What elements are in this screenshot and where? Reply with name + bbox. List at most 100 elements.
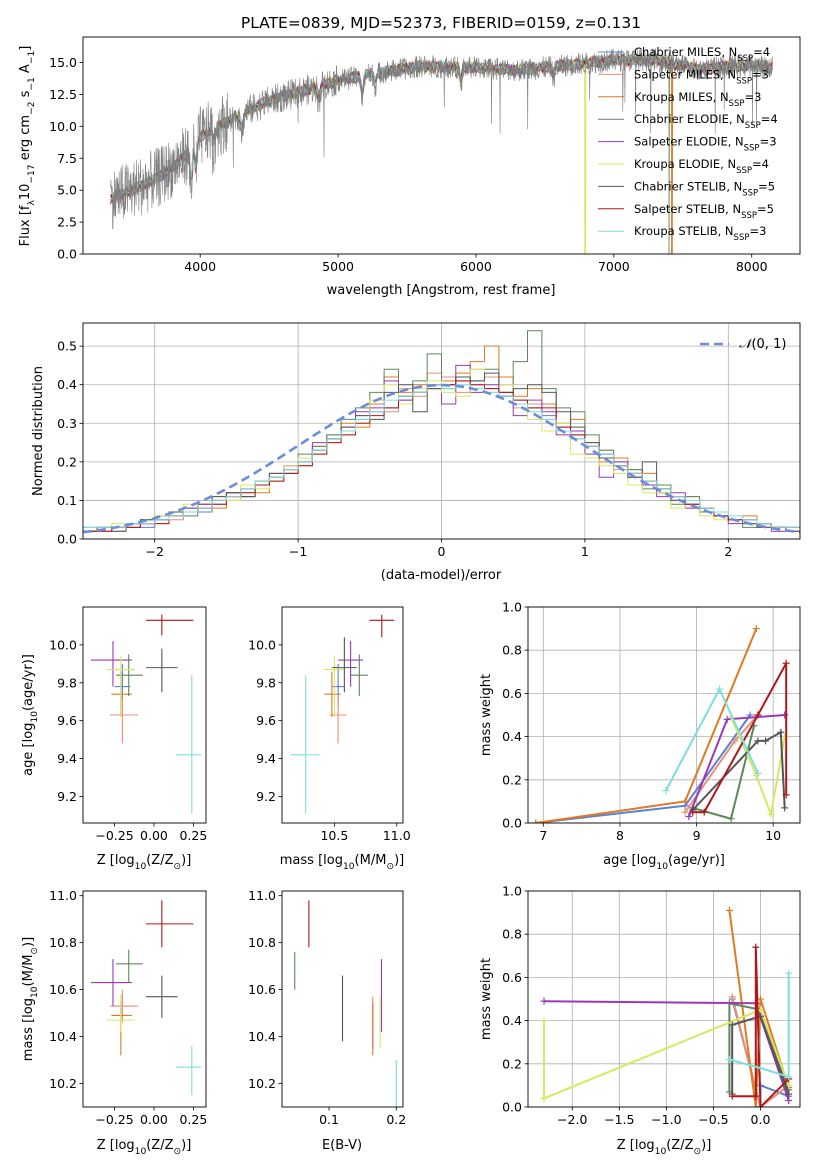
weight-marker — [785, 1097, 793, 1105]
legend-entry-text: Salpeter MILES, N — [634, 67, 736, 81]
observed-spectrum-line — [110, 48, 773, 230]
y-tick-label: 0.0 — [502, 1100, 522, 1115]
error-bar-point — [109, 989, 139, 1023]
weight-z-x-axis-label-part: )] — [701, 1138, 711, 1153]
mass-vs-Z-plot-area — [83, 891, 206, 1107]
weight-z-x-axis-label: Z [log10(Z/Z⊙)] — [617, 1138, 712, 1157]
mass-z-y-axis-label-part: (M/M — [21, 955, 36, 987]
weight-marker — [756, 1103, 764, 1107]
weight-marker — [728, 1092, 736, 1100]
y-tick-label: 0.2 — [502, 1056, 522, 1071]
gaussian-legend-part: (0, 1) — [751, 337, 786, 352]
y-tick-label: 0.0 — [502, 816, 522, 831]
weight-marker — [532, 819, 540, 823]
y-tick-label: 0.2 — [502, 772, 522, 787]
y-tick-label: 9.2 — [57, 789, 77, 804]
y-tick-label: 1.0 — [502, 884, 522, 899]
age-z-y-axis-label-part: age [log — [21, 723, 36, 776]
mass-z-x-axis-label-part: (Z/Z — [146, 1138, 173, 1153]
spectrum-y-axis-label-part: A — [18, 64, 33, 77]
legend-entry: Chabrier MILES, NSSP=4 — [634, 45, 770, 64]
figure-title: PLATE=0839, MJD=52373, FIBERID=0159, z=0… — [241, 14, 641, 32]
spectrum-y-axis-label-part: −1 — [27, 77, 37, 90]
x-tick-label: −0.25 — [95, 828, 133, 843]
y-tick-label: 0.1 — [57, 493, 77, 508]
error-bar-point — [146, 900, 194, 948]
legend-entry: Kroupa ELODIE, NSSP=4 — [634, 157, 769, 176]
age-vs-Z-axes — [83, 607, 206, 823]
y-tick-label: 10.6 — [49, 982, 77, 997]
legend-entry-tail: =5 — [758, 179, 775, 193]
legend-entry-text: Chabrier ELODIE, N — [634, 112, 745, 126]
y-tick-label: 0.0 — [57, 247, 77, 262]
weight-marker — [781, 804, 789, 812]
y-tick-label: 7.5 — [57, 151, 77, 166]
residual-histogram-ticks: −2 −1 0 1 2 0.0 0.1 0.2 0.3 0.4 0.5 — [57, 339, 732, 559]
legend-entry-tail: =4 — [761, 112, 778, 126]
weight-marker — [754, 769, 762, 777]
legend-entry-sub: SSP — [737, 54, 753, 64]
legend-entry-text: Salpeter ELODIE, N — [634, 135, 744, 149]
age-vs-mass-frame — [281, 606, 404, 824]
x-tick-label: 0.2 — [386, 1112, 406, 1127]
age-vs-Z-plot-area — [83, 607, 206, 823]
x-tick-label: −1.5 — [604, 1112, 634, 1127]
weight-marker — [785, 969, 793, 977]
error-bar-point — [146, 614, 194, 636]
x-tick-label: 0 — [438, 544, 446, 559]
spectrum-frame — [82, 36, 801, 255]
age-z-y-axis-label-part: 10 — [30, 711, 40, 723]
weight-z-x-axis-label-part: Z [log — [617, 1138, 655, 1153]
y-tick-label: 9.4 — [57, 751, 77, 766]
y-tick-label: 10.0 — [49, 119, 77, 134]
weight-age-y-axis-label: mass weight — [479, 674, 494, 756]
weight-marker — [540, 1094, 548, 1102]
y-tick-label: 0.4 — [502, 1013, 522, 1028]
mass-vs-EBV-ticks: 0.1 0.2 10.2 10.4 10.6 10.8 11.0 — [248, 888, 406, 1127]
y-tick-label: 9.4 — [256, 751, 276, 766]
legend-entry-tail: =3 — [760, 135, 777, 149]
y-tick-label: 0.6 — [502, 686, 522, 701]
legend-entry-sub: SSP — [741, 211, 757, 221]
weight-marker — [777, 728, 785, 736]
mass-vs-EBV-points — [294, 900, 397, 1107]
x-tick-label: 5000 — [322, 259, 354, 274]
legend-entry: Chabrier STELIB, NSSP=5 — [634, 179, 775, 198]
x-tick-label: 7 — [539, 828, 547, 843]
legend-entry: Chabrier ELODIE, NSSP=4 — [634, 112, 778, 131]
x-tick-label: −1.0 — [651, 1112, 681, 1127]
legend-entry-text: Kroupa ELODIE, N — [634, 157, 736, 171]
spectrum-y-axis-label-part: −1 — [27, 51, 37, 64]
legend-entry-text: Kroupa MILES, N — [634, 90, 729, 104]
error-bar-point — [116, 949, 143, 983]
age-mass-x-axis-label-part: ⊙ — [386, 862, 394, 872]
y-tick-label: 0.3 — [57, 416, 77, 431]
y-tick-label: 0.2 — [57, 454, 77, 469]
age-z-x-axis-label: Z [log10(Z/Z⊙)] — [97, 853, 192, 872]
weight-marker — [731, 737, 739, 745]
legend-entry-tail: =4 — [752, 157, 769, 171]
y-tick-label: 12.5 — [49, 87, 77, 102]
age-vs-Z-ticks: −0.25 0.00 0.25 9.2 9.4 9.6 9.8 10.0 — [49, 637, 207, 843]
legend-entry-text: Chabrier MILES, N — [634, 45, 737, 59]
spectrum-y-axis-label-part: erg cm — [18, 115, 33, 164]
weight-marker — [681, 808, 689, 816]
y-tick-label: 0.4 — [502, 729, 522, 744]
error-bar-point — [176, 675, 202, 814]
x-tick-label: 10.5 — [320, 828, 348, 843]
mass-weight-vs-Z-ticks: −2.0 −1.5 −1.0 −0.5 0.0 0.0 0.2 0.4 0.6 0.8 1.0 — [502, 884, 770, 1128]
age-mass-x-axis-label: mass [log10(M/M⊙)] — [280, 853, 404, 872]
legend-entry-tail: =3 — [744, 90, 761, 104]
age-mass-x-axis-label-part: )] — [394, 853, 404, 868]
weight-series-line — [731, 996, 790, 1107]
weight-marker — [662, 787, 670, 795]
x-tick-label: 8 — [616, 828, 624, 843]
weight-marker — [728, 1021, 736, 1029]
y-tick-label: 11.0 — [49, 888, 77, 903]
weight-marker — [681, 797, 689, 805]
mass-z-y-axis-label-part: mass [log — [21, 998, 36, 1061]
weight-marker — [756, 1064, 764, 1072]
y-tick-label: 15.0 — [49, 55, 77, 70]
y-tick-label: 10.8 — [248, 935, 276, 950]
mass-vs-Z-ticks: −0.25 0.00 0.25 10.2 10.4 10.6 10.8 11.0 — [49, 888, 207, 1127]
